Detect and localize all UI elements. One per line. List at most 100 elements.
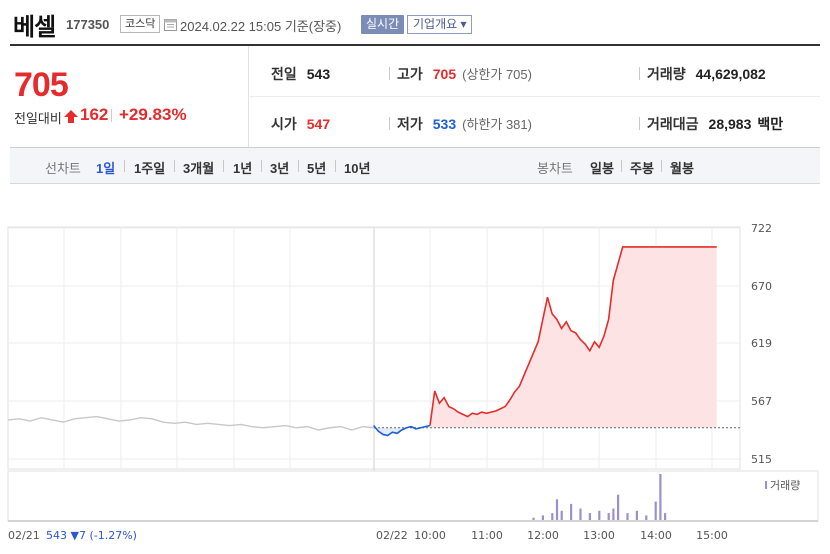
x-tick-label: 12:00 [527, 529, 559, 542]
volume-cell: 거래량 44,629,082 [647, 64, 766, 84]
market-badge: 코스닥 [120, 15, 161, 33]
header-divider [10, 44, 820, 46]
period-1d[interactable]: 1일 [96, 161, 116, 176]
stock-code: 177350 [66, 17, 110, 32]
divider [389, 67, 390, 80]
amount-cell: 거래대금 28,983 백만 [647, 114, 783, 134]
change-label: 전일대비 [14, 111, 62, 126]
volume-bars [532, 474, 667, 520]
company-info-dropdown[interactable]: 기업개요 ▾ [407, 15, 472, 34]
volume-bar [541, 515, 544, 520]
amount-value: 28,983 [708, 116, 752, 132]
row-divider [250, 96, 820, 97]
series-group [7, 246, 740, 437]
volume-bar [560, 510, 563, 520]
realtime-button[interactable]: 실시간 [361, 15, 405, 34]
volume-bar [659, 474, 662, 520]
volume-bar [612, 508, 615, 520]
volume-panel [7, 470, 819, 522]
candle-monthly[interactable]: 월봉 [670, 161, 694, 176]
period-5y[interactable]: 5년 [307, 161, 327, 176]
x-tick-label: 15:00 [696, 529, 728, 542]
prev-close-cell: 전일 543 [271, 64, 330, 84]
volume-bar [532, 517, 535, 520]
prev-close-label: 전일 [271, 66, 297, 82]
period-1y[interactable]: 1년 [233, 161, 253, 176]
upper-limit: (상한가 705) [462, 67, 532, 82]
volume-label: 거래량 [647, 66, 686, 82]
volume-legend: 거래량 [770, 479, 800, 492]
current-price: 705 [14, 66, 69, 104]
volume-bar [645, 515, 648, 520]
volume-bar [664, 513, 667, 520]
low-cell: 저가 533 (하한가 381) [397, 114, 532, 134]
open-value: 547 [306, 116, 331, 132]
open-label: 시가 [271, 116, 297, 132]
volume-bar [598, 510, 601, 520]
prev-day-line [7, 415, 375, 431]
open-cell: 시가 547 [271, 114, 330, 134]
candle-weekly[interactable]: 주봉 [630, 161, 654, 176]
divider [335, 160, 336, 172]
price-summary: 705 전일대비 162 +29.83% 전일 543 고가 705 (상한가 705… [10, 46, 820, 148]
period-10y[interactable]: 10년 [344, 161, 371, 176]
candle-chart-label: 봉차트 [537, 161, 573, 176]
y-tick-label: 619 [751, 337, 772, 350]
change-value: 162 [80, 105, 109, 124]
x-tick-label: 10:00 [414, 529, 446, 542]
chart-toolbar: 선차트 1일 1주일 3개월 1년 3년 5년 10년 봉차트 일봉 주봉 월봉 [10, 148, 820, 184]
volume-bar [570, 503, 573, 520]
y-tick-label: 722 [751, 222, 772, 235]
change-separator [111, 109, 112, 122]
x-tick-label: 02/22 [376, 529, 408, 542]
divider [174, 160, 175, 172]
prev-close-value: 543 [306, 66, 331, 82]
divider [389, 117, 390, 130]
x-tick-label: 11:00 [471, 529, 503, 542]
divider [621, 160, 622, 172]
volume-bar [654, 501, 657, 520]
stock-header: 베셀 177350 코스닥 2024.02.22 15:05 기준(장중) 실시… [0, 0, 830, 46]
divider [639, 67, 640, 80]
current-price-panel: 705 전일대비 162 +29.83% [10, 46, 249, 147]
lower-limit: (하한가 381) [462, 117, 532, 132]
volume-value: 44,629,082 [695, 66, 766, 82]
volume-bar [551, 513, 554, 520]
volume-bar [555, 499, 559, 520]
change-percent: +29.83% [119, 105, 187, 124]
divider [124, 160, 125, 172]
period-3y[interactable]: 3년 [270, 161, 290, 176]
y-tick-label: 670 [751, 280, 772, 293]
x-axis: 02/21 02/22 10:00 11:00 12:00 13:00 14:00 15:00… [8, 529, 728, 542]
volume-bar [635, 510, 638, 520]
amount-unit: 백만 [757, 116, 784, 132]
divider [223, 160, 224, 172]
calendar-icon [164, 19, 177, 31]
y-tick-label: 515 [751, 453, 772, 466]
period-3m[interactable]: 3개월 [183, 161, 215, 176]
amount-label: 거래대금 [647, 116, 699, 132]
volume-bar [579, 508, 582, 520]
today-line-down [372, 424, 431, 437]
divider [639, 117, 640, 130]
candle-daily[interactable]: 일봉 [590, 161, 614, 176]
y-tick-label: 567 [751, 395, 772, 408]
price-chart[interactable]: 722 670 619 567 515 거래량 02/21 02/22 10:00 11:00… [0, 184, 830, 554]
y-axis: 722 670 619 567 515 [751, 222, 772, 466]
period-1w[interactable]: 1주일 [134, 161, 166, 176]
high-value: 705 [432, 66, 457, 82]
x-tick-label: 14:00 [640, 529, 672, 542]
timestamp: 2024.02.22 15:05 기준(장중) [180, 19, 342, 34]
x-tick-label: 02/21 [8, 529, 40, 542]
high-label: 고가 [397, 66, 423, 82]
volume-bar [607, 513, 610, 520]
volume-bar [626, 513, 629, 520]
x-tick-label: 13:00 [583, 529, 615, 542]
low-label: 저가 [397, 116, 423, 132]
high-cell: 고가 705 (상한가 705) [397, 64, 532, 84]
upper-limit-arrow-icon [64, 110, 78, 123]
prev-day-change-note: 543 ▼7 (-1.27%) [46, 529, 137, 542]
low-value: 533 [432, 116, 457, 132]
today-line-up [429, 246, 717, 426]
price-chart-svg: 722 670 619 567 515 거래량 02/21 02/22 10:00 11:00… [7, 222, 819, 542]
